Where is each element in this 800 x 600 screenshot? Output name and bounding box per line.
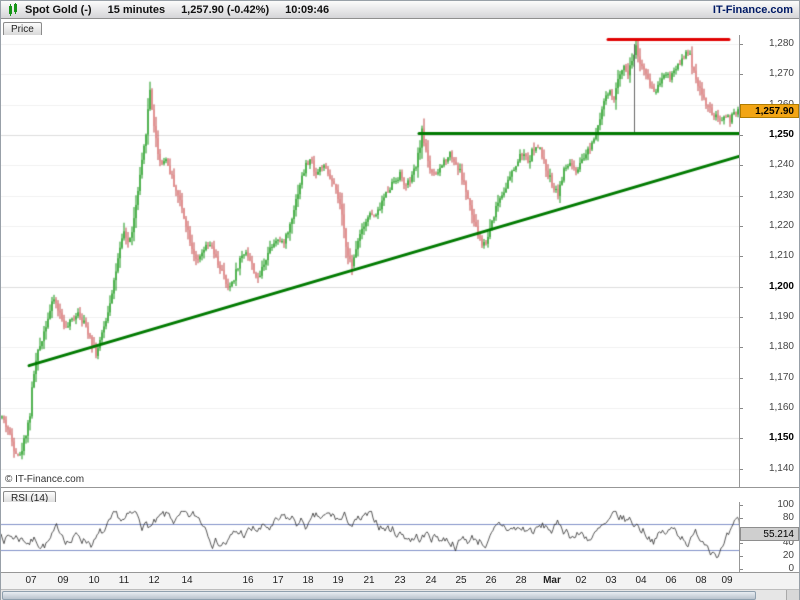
time-label: 21 — [363, 575, 375, 586]
time-label: 25 — [455, 575, 467, 586]
tab-price[interactable]: Price — [3, 22, 42, 37]
time-label: 24 — [425, 575, 437, 586]
time-label: 07 — [25, 575, 37, 586]
price-tick: 1,240 — [740, 159, 799, 171]
time-label: 04 — [635, 575, 647, 586]
rsi-tick: 40 — [740, 537, 799, 549]
clock: 10:09:46 — [285, 3, 330, 16]
time-label: 23 — [394, 575, 406, 586]
rsi-value-marker: 55.214 — [740, 526, 799, 541]
title-bar: Spot Gold (-) 15 minutes 1,257.90 (-0.42… — [1, 1, 799, 19]
price-tick: 1,230 — [740, 190, 799, 202]
rsi-axis[interactable]: 55.214 100 80 40 20 0 — [739, 499, 799, 575]
time-label: 19 — [332, 575, 344, 586]
price-axis[interactable]: 1,257.90 1,2801,2701,2601,2501,2401,2301… — [739, 35, 799, 487]
rsi-tick: 20 — [740, 550, 799, 562]
rsi-tick: 80 — [740, 512, 799, 524]
price-tick: 1,270 — [740, 68, 799, 80]
price-tick: 1,140 — [740, 463, 799, 475]
time-label: 11 — [118, 575, 130, 586]
price-tick: 1,160 — [740, 402, 799, 414]
price-chart-canvas[interactable] — [1, 35, 741, 487]
time-label: 12 — [148, 575, 160, 586]
rsi-tick: 100 — [740, 499, 799, 511]
time-axis[interactable]: 07 09 10 11 12 14 16 17 18 19 21 23 24 25 26 28 Mar 02 03 0… — [1, 572, 799, 589]
h-scrollbar — [1, 589, 799, 600]
time-label: 08 — [695, 575, 707, 586]
time-label: 02 — [575, 575, 587, 586]
resize-corner[interactable] — [786, 590, 799, 600]
time-label: 26 — [485, 575, 497, 586]
rsi-tick: 0 — [740, 563, 799, 575]
time-label: 28 — [515, 575, 527, 586]
instrument-name: Spot Gold (-) — [25, 3, 92, 16]
last-price-marker: 1,257.90 — [740, 104, 799, 119]
price-tick: 1,280 — [740, 38, 799, 50]
price-tick: 1,210 — [740, 250, 799, 262]
price-pane: © IT-Finance.com 1,257.90 1,2801,2701,26… — [1, 35, 799, 487]
time-label: 14 — [181, 575, 193, 586]
last-price-change: 1,257.90 (-0.42%) — [181, 3, 270, 16]
price-tick: 1,200 — [740, 281, 799, 293]
copyright-watermark: © IT-Finance.com — [5, 474, 85, 485]
price-tick: 1,250 — [740, 129, 799, 141]
brand-label: IT-Finance.com — [712, 3, 793, 16]
price-tick: 1,220 — [740, 220, 799, 232]
timeframe-label: 15 minutes — [107, 3, 166, 16]
rsi-pane: 55.214 100 80 40 20 0 — [1, 499, 799, 575]
time-label: 18 — [302, 575, 314, 586]
time-label: 09 — [721, 575, 733, 586]
time-label: 06 — [665, 575, 677, 586]
price-tick: 1,190 — [740, 311, 799, 323]
time-label: 17 — [272, 575, 284, 586]
candlestick-icon — [7, 3, 19, 16]
time-label: 09 — [57, 575, 69, 586]
price-tab-row: Price — [1, 19, 799, 37]
rsi-chart-canvas[interactable] — [1, 502, 741, 572]
price-tick: 1,150 — [740, 432, 799, 444]
rsi-tab-row: RSI (14) — [1, 487, 799, 506]
price-tick: 1,180 — [740, 341, 799, 353]
time-label: 03 — [605, 575, 617, 586]
time-label: 16 — [242, 575, 254, 586]
time-label: 10 — [88, 575, 100, 586]
scrollbar-thumb[interactable] — [2, 591, 756, 600]
price-tick: 1,170 — [740, 372, 799, 384]
time-label: Mar — [543, 575, 561, 586]
